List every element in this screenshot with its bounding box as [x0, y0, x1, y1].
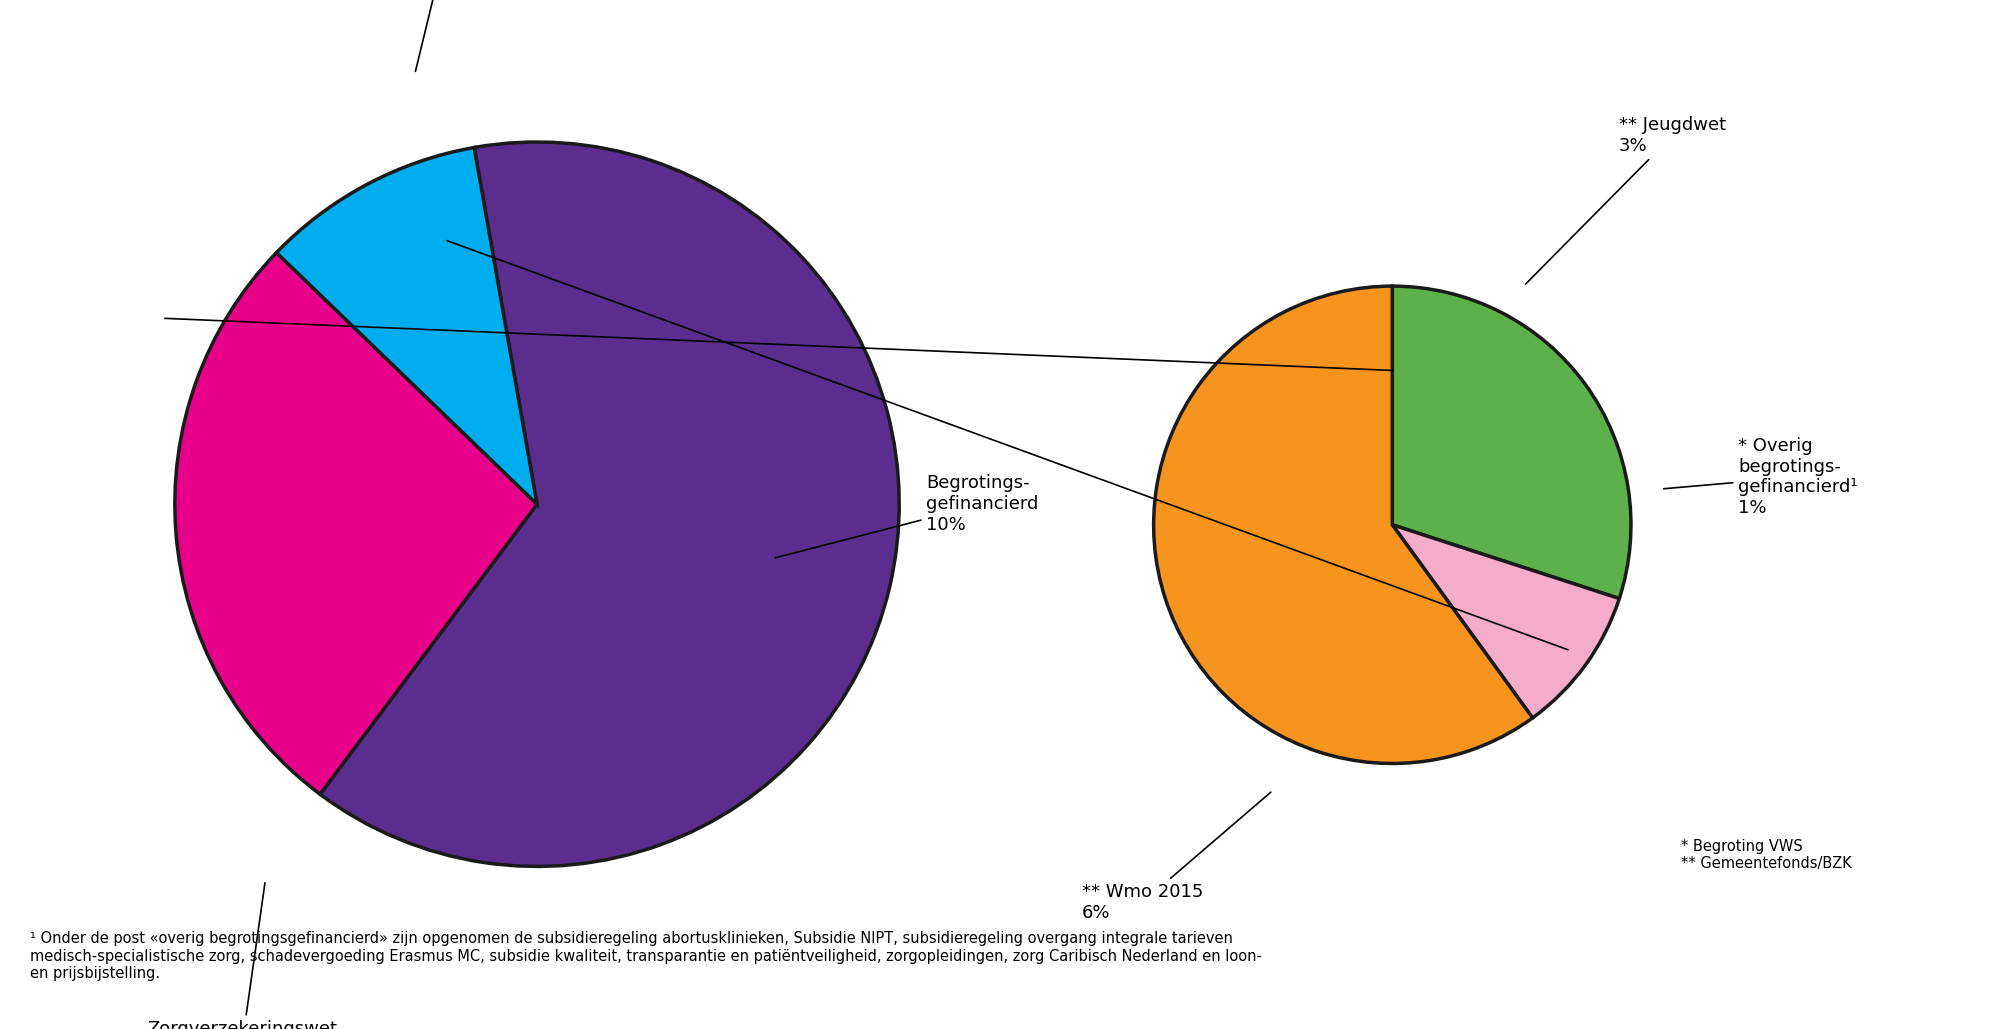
Text: Wet langdurige zorg
27%: Wet langdurige zorg 27% [374, 0, 555, 71]
Text: * Begroting VWS
** Gemeentefonds/BZK: * Begroting VWS ** Gemeentefonds/BZK [1681, 839, 1852, 871]
Wedge shape [175, 252, 537, 794]
Wedge shape [1154, 286, 1534, 764]
Text: Begrotings-
gefinancierd
10%: Begrotings- gefinancierd 10% [776, 474, 1038, 558]
Text: ** Wmo 2015
6%: ** Wmo 2015 6% [1082, 792, 1271, 922]
Wedge shape [1392, 286, 1631, 599]
Text: Zorgverzekeringswet
63%: Zorgverzekeringswet 63% [147, 883, 338, 1029]
Text: * Overig
begrotings-
gefinancierd¹
1%: * Overig begrotings- gefinancierd¹ 1% [1663, 437, 1858, 518]
Wedge shape [1392, 525, 1619, 718]
Text: ¹ Onder de post «overig begrotingsgefinancierd» zijn opgenomen de subsidieregeli: ¹ Onder de post «overig begrotingsgefina… [30, 931, 1261, 981]
Wedge shape [276, 147, 537, 504]
Wedge shape [320, 142, 899, 866]
Text: ** Jeugdwet
3%: ** Jeugdwet 3% [1526, 116, 1726, 284]
